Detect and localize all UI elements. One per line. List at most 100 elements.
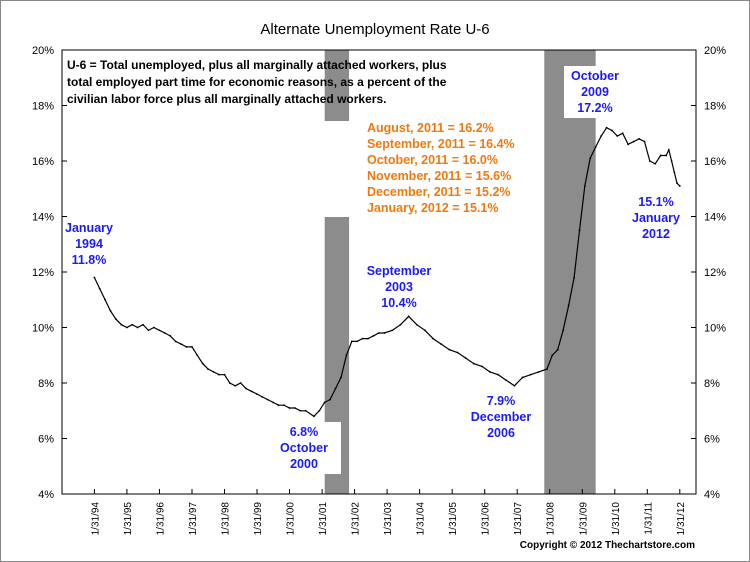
- data-point: [158, 329, 161, 332]
- callout-label: 15.1%: [638, 195, 673, 209]
- annotation-background: [269, 422, 341, 474]
- x-tick-label: 1/31/10: [611, 502, 622, 536]
- data-point: [556, 348, 559, 351]
- data-point: [448, 348, 451, 351]
- data-point: [456, 351, 459, 354]
- data-point: [432, 337, 434, 340]
- x-tick-label: 1/31/03: [383, 502, 394, 536]
- data-point: [191, 346, 193, 348]
- data-point: [152, 326, 155, 329]
- data-point: [283, 404, 285, 407]
- data-point: [136, 326, 139, 329]
- data-point: [667, 149, 670, 151]
- data-point: [293, 407, 296, 409]
- x-tick-label: 1/31/94: [90, 502, 101, 536]
- annotation-background: [465, 391, 537, 443]
- data-point: [621, 132, 624, 135]
- callout-label: 6.8%: [290, 425, 319, 439]
- y-tick-label-left: 10%: [32, 323, 54, 335]
- callout-label: 2003: [385, 280, 413, 294]
- data-point: [212, 371, 215, 373]
- data-point: [415, 323, 418, 326]
- x-tick-label: 1/31/97: [188, 502, 199, 536]
- monthly-value-label: January, 2012 = 15.1%: [367, 201, 498, 215]
- data-point: [223, 373, 226, 376]
- data-point: [185, 346, 188, 348]
- monthly-value-label: September, 2011 = 16.4%: [367, 137, 515, 151]
- data-point: [627, 143, 630, 146]
- x-tick-label: 1/31/98: [221, 502, 232, 536]
- data-point: [600, 135, 603, 137]
- y-tick-label-left: 6%: [38, 434, 54, 446]
- data-point: [323, 401, 326, 404]
- data-point: [678, 185, 681, 187]
- y-tick-label-right: 6%: [704, 434, 720, 446]
- y-tick-label-left: 20%: [32, 45, 54, 57]
- data-point: [272, 401, 275, 404]
- data-point: [163, 332, 166, 334]
- data-point: [676, 182, 678, 185]
- data-point: [266, 398, 269, 401]
- y-tick-label-right: 16%: [704, 156, 726, 168]
- data-point: [605, 126, 608, 129]
- x-tick-label: 1/31/96: [155, 502, 166, 536]
- x-tick-label: 1/31/08: [546, 502, 557, 536]
- data-point: [174, 340, 177, 343]
- chart-title: Alternate Unemployment Rate U-6: [260, 21, 489, 38]
- data-point: [169, 334, 172, 337]
- data-point: [670, 160, 673, 162]
- data-point: [464, 357, 467, 359]
- data-point: [383, 332, 386, 334]
- data-point: [424, 329, 426, 332]
- x-tick-label: 1/31/05: [448, 502, 459, 536]
- data-point: [239, 382, 242, 384]
- recession-band-2: [544, 50, 596, 494]
- data-point: [505, 379, 508, 382]
- data-point: [329, 398, 331, 401]
- data-point: [115, 318, 117, 321]
- data-point: [218, 373, 220, 376]
- data-point: [611, 129, 613, 132]
- y-tick-label-right: 14%: [704, 212, 726, 224]
- x-tick-label: 1/31/02: [351, 502, 362, 536]
- monthly-value-label: November, 2011 = 15.6%: [367, 169, 511, 183]
- data-point: [196, 354, 199, 357]
- data-point: [583, 185, 586, 187]
- callout-label: 2006: [487, 426, 515, 440]
- data-point: [147, 329, 150, 332]
- data-point: [104, 298, 106, 301]
- data-point: [228, 382, 231, 384]
- data-point: [378, 332, 380, 334]
- callout-label: 7.9%: [487, 394, 516, 408]
- monthly-value-label: October, 2011 = 16.0%: [367, 153, 498, 167]
- data-point: [142, 323, 144, 326]
- data-point: [589, 157, 592, 160]
- data-point: [372, 334, 375, 337]
- data-point: [632, 140, 635, 143]
- data-point: [665, 154, 668, 157]
- x-tick-label: 1/31/12: [676, 502, 687, 536]
- data-point: [234, 384, 237, 387]
- monthly-value-label: August, 2011 = 16.2%: [367, 121, 494, 135]
- data-point: [643, 140, 646, 143]
- x-tick-label: 1/31/09: [578, 502, 589, 536]
- x-tick-label: 1/31/06: [481, 502, 492, 536]
- data-point: [318, 409, 321, 412]
- data-point: [313, 415, 315, 418]
- annotation-background: [297, 121, 519, 217]
- data-point: [288, 407, 291, 409]
- x-tick-label: 1/31/04: [416, 502, 427, 536]
- callout-label: 2000: [290, 457, 318, 471]
- data-point: [567, 304, 570, 307]
- data-point: [537, 371, 540, 373]
- y-tick-label-left: 14%: [32, 212, 54, 224]
- data-point: [207, 368, 210, 371]
- callout-label: 17.2%: [577, 101, 612, 115]
- annotation-background: [564, 66, 628, 118]
- data-point: [120, 323, 123, 326]
- data-point: [521, 376, 524, 379]
- data-point: [638, 137, 641, 140]
- data-point: [562, 329, 565, 332]
- data-point: [361, 337, 364, 340]
